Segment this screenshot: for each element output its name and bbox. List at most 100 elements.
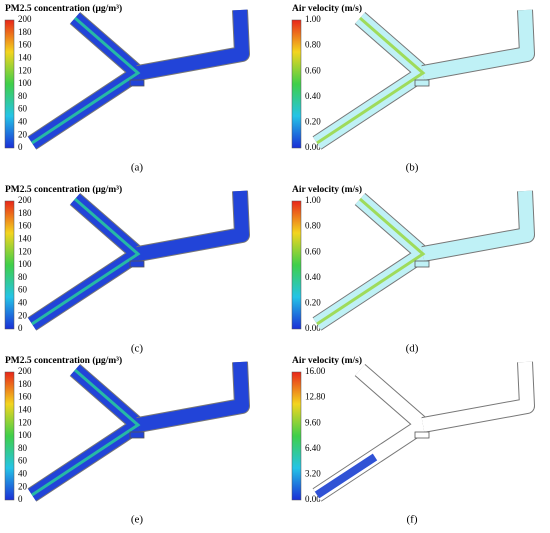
duct-stub — [129, 79, 145, 87]
color-bar-tick: 0.40 — [305, 272, 321, 282]
panel: PM2.5 concentration (μg/m³)2001801601401… — [4, 184, 250, 355]
duct-core — [31, 16, 141, 145]
color-bar-tick: 100 — [18, 430, 32, 440]
color-bar-tick: 100 — [18, 78, 32, 88]
color-bar-tick: 60 — [18, 456, 28, 466]
legend-title: Air velocity (m/s) — [292, 355, 362, 366]
panel: Air velocity (m/s)1.00 0.80 0.60 0.40 0.20 0.… — [291, 3, 535, 174]
color-bar-tick: 200 — [18, 366, 32, 376]
color-bar-tick: 80 — [18, 272, 28, 282]
color-bar — [291, 371, 302, 501]
legend-title: PM2.5 concentration (μg/m³) — [5, 355, 122, 366]
color-bar-tick: 0.80 — [305, 221, 321, 231]
color-bar-tick: 100 — [18, 259, 32, 269]
color-bar-tick: 120 — [18, 65, 32, 75]
duct-body — [136, 190, 249, 261]
color-bar — [291, 19, 302, 149]
color-bar-tick: 160 — [18, 221, 32, 231]
color-bar-tick: 12.80 — [305, 392, 326, 402]
duct — [27, 9, 250, 150]
color-bar-tick: 16.00 — [305, 366, 326, 376]
duct — [312, 9, 535, 150]
color-bar-tick: 3.20 — [305, 468, 321, 478]
color-bar-tick: 200 — [18, 14, 32, 24]
color-bar-tick: 0.20 — [305, 297, 321, 307]
color-bar-tick: 40 — [18, 297, 28, 307]
duct-stub — [414, 260, 430, 268]
caption: (a) — [131, 162, 144, 174]
color-bar-tick: 0.60 — [305, 65, 321, 75]
duct-core — [31, 368, 141, 497]
panel: PM2.5 concentration (μg/m³)2001801601401… — [4, 355, 250, 526]
legend-title: PM2.5 concentration (μg/m³) — [5, 3, 122, 14]
panel: Air velocity (m/s)16.00 12.80 9.60 6.40 3.20… — [291, 355, 535, 526]
color-bar-tick: 9.60 — [305, 417, 321, 427]
color-bar-tick: 160 — [18, 40, 32, 50]
duct — [27, 361, 250, 502]
color-bar-tick: 0.00 — [305, 323, 321, 333]
duct-stub — [414, 79, 430, 87]
duct — [27, 190, 250, 331]
duct — [312, 361, 535, 502]
color-bar — [4, 200, 15, 330]
color-bar-tick: 0.00 — [305, 494, 321, 504]
color-bar-tick: 0 — [18, 142, 23, 152]
duct-body — [136, 361, 249, 432]
color-bar-tick: 80 — [18, 91, 28, 101]
color-bar-tick: 0 — [18, 494, 23, 504]
color-bar — [4, 371, 15, 501]
duct-core — [31, 197, 141, 326]
duct-stub — [129, 260, 145, 268]
color-bar-tick: 180 — [18, 27, 32, 37]
color-bar-tick: 0.60 — [305, 246, 321, 256]
legend-title: Air velocity (m/s) — [292, 3, 362, 14]
caption: (c) — [131, 343, 144, 355]
duct-core — [316, 197, 426, 326]
color-bar-tick: 0.20 — [305, 116, 321, 126]
caption: (e) — [131, 514, 144, 526]
panel: PM2.5 concentration (μg/m³)2001801601401… — [4, 3, 250, 174]
duct-core — [316, 16, 426, 145]
color-bar-tick: 140 — [18, 404, 32, 414]
legend-title: PM2.5 concentration (μg/m³) — [5, 184, 122, 195]
color-bar-tick: 1.00 — [305, 195, 321, 205]
caption: (b) — [406, 162, 419, 174]
color-bar-tick: 0.00 — [305, 142, 321, 152]
color-bar-tick: 40 — [18, 116, 28, 126]
color-bar-tick: 200 — [18, 195, 32, 205]
color-bar-tick: 6.40 — [305, 443, 321, 453]
color-bar-tick: 120 — [18, 246, 32, 256]
legend-title: Air velocity (m/s) — [292, 184, 362, 195]
caption: (f) — [407, 514, 418, 526]
color-bar-tick: 40 — [18, 468, 28, 478]
color-bar-tick: 180 — [18, 208, 32, 218]
color-bar-tick: 20 — [18, 481, 28, 491]
color-bar-tick: 1.00 — [305, 14, 321, 24]
color-bar-tick: 0.80 — [305, 40, 321, 50]
duct-stub — [129, 431, 145, 439]
duct-body — [421, 190, 534, 261]
duct-body — [136, 9, 249, 80]
duct-body — [421, 361, 534, 432]
duct-body — [421, 9, 534, 80]
color-bar-tick: 180 — [18, 379, 32, 389]
color-bar-tick: 120 — [18, 417, 32, 427]
panel: Air velocity (m/s)1.00 0.80 0.60 0.40 0.20 0.… — [291, 184, 535, 355]
color-bar-tick: 0 — [18, 323, 23, 333]
color-bar-tick: 60 — [18, 104, 28, 114]
color-bar-tick: 80 — [18, 443, 28, 453]
duct-core — [314, 453, 378, 499]
duct — [312, 190, 535, 331]
color-bar-tick: 140 — [18, 233, 32, 243]
caption: (d) — [406, 343, 419, 355]
color-bar-tick: 20 — [18, 129, 28, 139]
color-bar-tick: 160 — [18, 392, 32, 402]
color-bar-tick: 140 — [18, 52, 32, 62]
duct-stub — [414, 431, 430, 439]
color-bar-tick: 0.40 — [305, 91, 321, 101]
color-bar-tick: 20 — [18, 310, 28, 320]
color-bar — [291, 200, 302, 330]
color-bar-tick: 60 — [18, 285, 28, 295]
color-bar — [4, 19, 15, 149]
